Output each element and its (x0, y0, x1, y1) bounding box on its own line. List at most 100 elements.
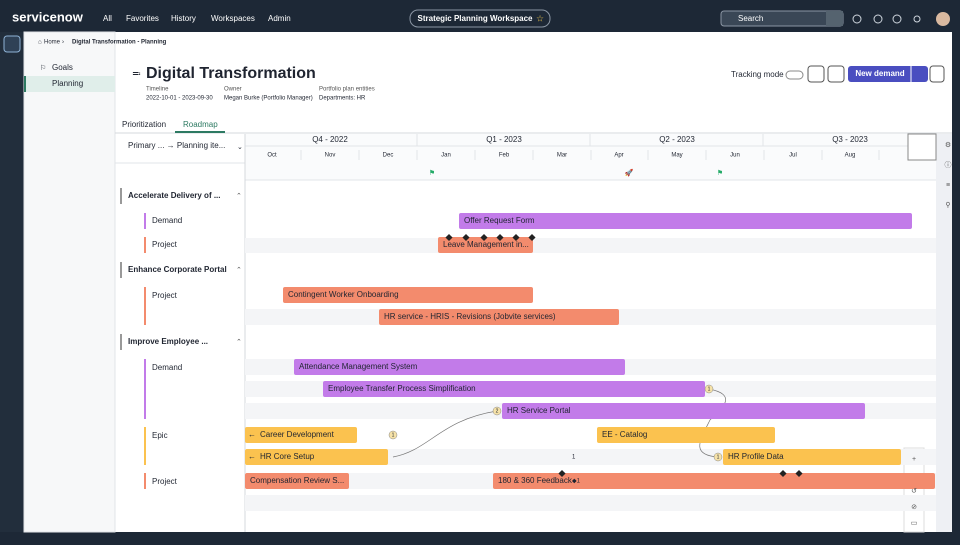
bar-label[interactable]: HR service - HRIS - Revisions (Jobvite s… (384, 312, 556, 321)
tool-icon[interactable]: ⊘ (911, 504, 917, 511)
tool-icon[interactable]: ▭ (911, 520, 918, 527)
workspace-pill[interactable] (409, 9, 551, 28)
bar[interactable] (245, 427, 357, 443)
bar[interactable] (502, 403, 865, 419)
share-btn[interactable] (827, 65, 845, 83)
search-dropdown[interactable] (826, 11, 843, 26)
more-btn[interactable] (929, 65, 945, 83)
chevron[interactable]: ⌄ (237, 144, 243, 151)
bar[interactable] (493, 473, 935, 489)
bar-label[interactable]: HR Service Portal (507, 406, 571, 415)
calendar-btn[interactable] (907, 133, 937, 161)
field-label: Owner (224, 87, 242, 93)
workspace[interactable]: Strategic Planning Workspace (418, 14, 534, 23)
bar[interactable] (245, 449, 388, 465)
badge-text: 1 (392, 432, 395, 438)
nav-link[interactable]: All (103, 14, 112, 23)
breadcrumb[interactable]: Digital Transformation - Planning (72, 40, 167, 46)
group-marker (120, 262, 122, 278)
sidebar-item[interactable]: Goals (52, 63, 73, 72)
bar[interactable] (294, 359, 625, 375)
month: Jan (441, 153, 451, 159)
bar-label[interactable]: Attendance Management System (299, 362, 418, 371)
bar-label[interactable]: HR Profile Data (728, 452, 784, 461)
month: Oct (267, 153, 277, 159)
row-marker (144, 287, 146, 325)
rail-icon[interactable]: ⓘ (945, 161, 952, 169)
tool-icon[interactable]: + (912, 456, 916, 463)
row-stripe (245, 238, 936, 253)
sidebar-active (25, 76, 115, 92)
breadcrumb-sep: › (62, 40, 64, 46)
group-name: Enhance Corporate Portal (128, 265, 227, 274)
home-icon[interactable] (3, 35, 21, 53)
nav-link[interactable]: Favorites (126, 14, 159, 23)
bar[interactable] (379, 309, 619, 325)
comment-btn[interactable] (807, 65, 825, 83)
group-name: Accelerate Delivery of ... (128, 191, 221, 200)
content (0, 32, 952, 532)
month: Mar (557, 153, 567, 159)
bar[interactable] (723, 449, 901, 465)
new-demand-btn[interactable] (848, 66, 928, 82)
bar[interactable] (245, 473, 349, 489)
search[interactable]: Search (738, 14, 763, 23)
collapse[interactable]: ⌃ (236, 192, 242, 200)
bar-label[interactable]: Contingent Worker Onboarding (288, 290, 399, 299)
month: Nov (325, 153, 336, 159)
milestone: 🚀 (625, 168, 634, 177)
row-marker (144, 213, 146, 229)
bar-label[interactable]: HR Core Setup (260, 452, 315, 461)
brand[interactable]: servicenow (12, 9, 84, 24)
group-marker (120, 188, 122, 204)
collapse[interactable]: ⌃ (236, 266, 242, 274)
nav-link[interactable]: Workspaces (211, 14, 255, 23)
dependency (392, 410, 498, 458)
new-demand[interactable]: New demand (855, 69, 904, 78)
avatar[interactable] (936, 12, 950, 26)
breadcrumb[interactable]: Home (44, 40, 61, 46)
rail-icon[interactable]: ⚲ (945, 201, 950, 209)
bar-label[interactable]: Employee Transfer Process Simplification (328, 384, 476, 393)
row-stripe (245, 495, 936, 511)
tracking-label: Tracking mode (731, 70, 784, 79)
tracking-toggle[interactable] (785, 70, 804, 80)
bar-label[interactable]: 180 & 360 Feedback (498, 476, 573, 485)
sidebar-item[interactable]: Planning (52, 79, 83, 88)
bar[interactable] (283, 287, 533, 303)
row-marker (144, 427, 146, 465)
badge-text: ◆1 (572, 479, 581, 485)
sidebar (23, 31, 116, 533)
quarter: Q4 - 2022 (312, 135, 348, 144)
row-type: Project (152, 477, 178, 486)
tab[interactable]: Prioritization (122, 120, 166, 129)
right-rail (936, 134, 952, 532)
month: Dec (383, 153, 394, 159)
bar[interactable] (597, 427, 775, 443)
collapse[interactable]: ⌃ (236, 338, 242, 346)
bar-label[interactable]: Offer Request Form (464, 216, 535, 225)
bar-label[interactable]: Career Development (260, 430, 335, 439)
rail-icon[interactable]: ⚙ (945, 141, 951, 149)
month: Jul (789, 153, 797, 159)
badge-text: 1 (717, 454, 720, 460)
field-value: 2022-10-01 - 2023-09-30 (146, 96, 213, 102)
tab[interactable]: Roadmap (183, 120, 218, 129)
bar[interactable] (438, 237, 533, 253)
tool-icon[interactable]: ↺ (911, 488, 917, 495)
diamond (528, 233, 536, 242)
row-type: Epic (152, 431, 168, 440)
bar-label[interactable]: EE - Catalog (602, 430, 647, 439)
rail-icon[interactable]: ≡ (946, 182, 950, 189)
badge-text: 2 (496, 408, 499, 414)
star[interactable]: ☆ (536, 13, 544, 23)
diamond (779, 469, 787, 478)
grouping[interactable]: Primary ... → Planning ite... (128, 141, 225, 150)
nav-link[interactable]: History (171, 14, 196, 23)
nav-link[interactable]: Admin (268, 14, 291, 23)
bar-label[interactable]: Leave Management in... (443, 240, 529, 249)
bar[interactable] (323, 381, 705, 397)
bar[interactable] (459, 213, 912, 229)
bar-label[interactable]: Compensation Review S... (250, 476, 344, 485)
